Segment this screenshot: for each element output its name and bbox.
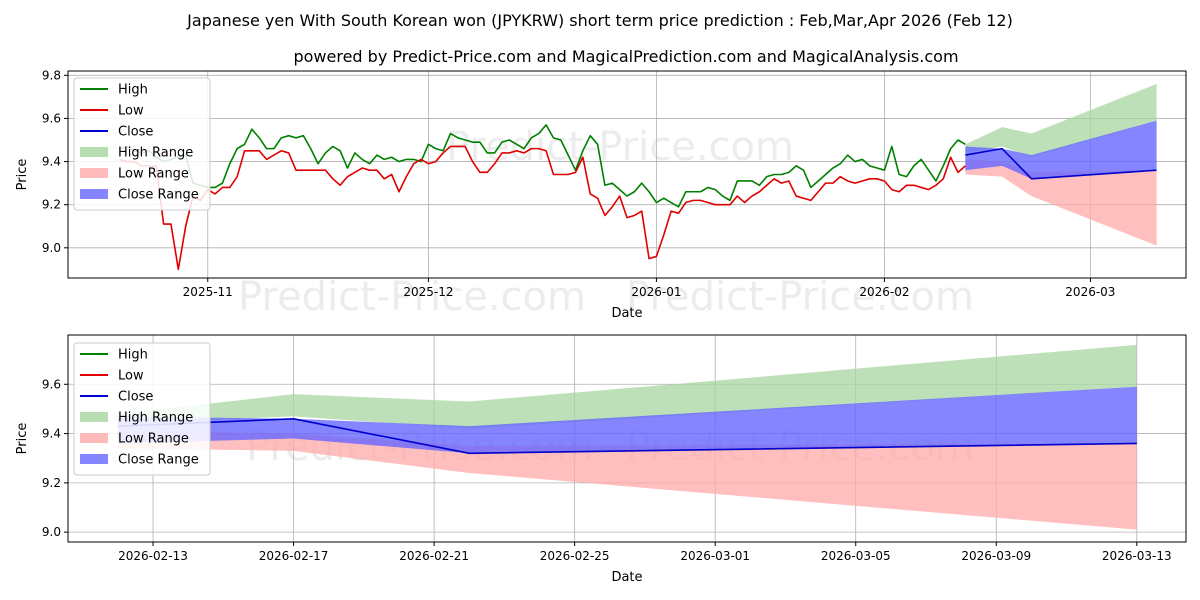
chart-legend: High Low Close High Range Low Range Close Ran… xyxy=(73,342,211,476)
close-series-line xyxy=(965,147,1157,180)
legend-high-label: High xyxy=(118,348,148,363)
close-range-band xyxy=(965,120,1157,179)
legend-high-range-swatch xyxy=(80,147,108,157)
x-tick-label: 2026-02-25 xyxy=(540,549,610,563)
high-series-line xyxy=(119,124,966,208)
x-tick-label: 2025-12 xyxy=(403,285,453,299)
y-tick-label: 9.2 xyxy=(42,198,61,212)
x-axis-label: Date xyxy=(611,306,642,321)
axes-frame xyxy=(67,70,1187,279)
watermark-text: Predict-Price.com xyxy=(238,274,586,320)
legend-low-range-swatch xyxy=(80,168,108,178)
legend-close-label: Close xyxy=(118,125,153,140)
x-tick-label: 2026-02-17 xyxy=(259,549,329,563)
y-tick-label: 9.2 xyxy=(42,476,61,490)
x-tick-label: 2026-02-21 xyxy=(399,549,469,563)
watermark-text: Predict-Price.com xyxy=(626,274,974,320)
watermark-text: Predict-Price.com xyxy=(446,124,794,170)
y-tick-label: 9.4 xyxy=(42,155,61,169)
x-tick-label: 2026-03-01 xyxy=(680,549,750,563)
y-tick-label: 9.0 xyxy=(42,525,61,539)
x-tick-label: 2026-03 xyxy=(1065,285,1115,299)
legend-high-range-swatch xyxy=(80,412,108,422)
x-tick-label: 2025-11 xyxy=(183,285,233,299)
legend-close-range-label: Close Range xyxy=(118,188,199,203)
legend-high-range-label: High Range xyxy=(118,146,193,161)
x-tick-label: 2026-02 xyxy=(859,285,909,299)
chart-legend: High Low Close High Range Low Range Close Ran… xyxy=(73,77,211,211)
y-tick-label: 9.0 xyxy=(42,241,61,255)
legend-close-range-swatch xyxy=(80,454,108,464)
x-axis-label: Date xyxy=(611,570,642,585)
x-tick-label: 2026-03-13 xyxy=(1102,549,1172,563)
low-range-band xyxy=(965,159,1157,246)
x-tick-label: 2026-03-05 xyxy=(821,549,891,563)
legend-low-range-label: Low Range xyxy=(118,167,189,182)
x-tick-label: 2026-01 xyxy=(631,285,681,299)
y-tick-label: 9.4 xyxy=(42,427,61,441)
low-range-band xyxy=(117,431,1137,530)
legend-close-range-swatch xyxy=(80,189,108,199)
high-range-band xyxy=(117,344,1137,429)
low-series-line xyxy=(119,145,966,271)
axes-frame xyxy=(67,334,1187,543)
x-tick-label: 2026-03-09 xyxy=(961,549,1031,563)
x-tick-label: 2026-02-13 xyxy=(118,549,188,563)
legend-high-label: High xyxy=(118,83,148,98)
y-axis-label: Price xyxy=(15,159,30,191)
legend-close-label: Close xyxy=(118,390,153,405)
bottom-panel: Predict-Price.comPredict-Price.com2026-0… xyxy=(15,334,1187,585)
chart-title: Japanese yen With South Korean won (JPYK… xyxy=(186,11,1013,30)
legend-low-label: Low xyxy=(118,104,144,119)
legend-close-range-label: Close Range xyxy=(118,453,199,468)
y-tick-label: 9.8 xyxy=(42,68,61,82)
y-tick-label: 9.6 xyxy=(42,377,61,391)
top-panel: Predict-Price.com Predict-Price.com Predic… xyxy=(15,68,1187,321)
legend-low-range-swatch xyxy=(80,433,108,443)
legend-low-range-label: Low Range xyxy=(118,432,189,447)
legend-high-range-label: High Range xyxy=(118,411,193,426)
legend-low-label: Low xyxy=(118,369,144,384)
close-range-band xyxy=(117,386,1137,454)
chart-subtitle: powered by Predict-Price.com and Magical… xyxy=(293,47,958,66)
y-tick-label: 9.6 xyxy=(42,111,61,125)
y-axis-label: Price xyxy=(15,423,30,455)
high-range-band xyxy=(965,83,1157,158)
